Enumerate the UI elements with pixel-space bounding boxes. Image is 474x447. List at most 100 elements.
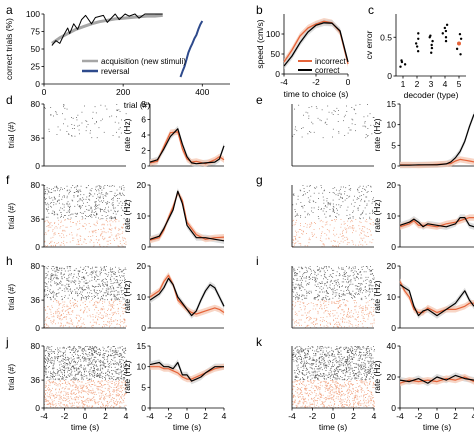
panel-k-spike <box>368 395 370 397</box>
panel-d-spike <box>48 128 50 130</box>
panel-j-spike <box>107 401 108 402</box>
panel-f-spike <box>115 234 117 236</box>
panel-j-spike <box>45 370 47 372</box>
panel-j-spike <box>97 368 99 370</box>
panel-i-spike <box>342 319 343 321</box>
panel-f-spike <box>70 221 71 223</box>
panel-k-spike <box>320 397 321 398</box>
panel-i-spike <box>302 294 304 296</box>
panel-i-spike <box>370 307 372 308</box>
panel-j-spike <box>115 390 117 391</box>
panel-h-spike <box>91 271 93 273</box>
panel-h-spike <box>52 275 53 277</box>
panel-d-spike <box>109 116 111 118</box>
panel-h-spike <box>59 325 61 327</box>
panel-h-spike <box>78 320 79 322</box>
panel-f-spike <box>46 219 48 221</box>
panel-h-spike <box>107 321 109 322</box>
panel-j-spike <box>56 369 58 371</box>
panel-j-spike <box>78 395 80 397</box>
panel-j-spike <box>85 399 87 401</box>
panel-i-spike <box>352 325 354 327</box>
panel-h-spike <box>87 285 89 287</box>
panel-f-spike <box>64 215 65 216</box>
panel-k-spike <box>294 399 296 401</box>
panel-i-spike <box>320 324 321 326</box>
panel-g-spike <box>357 209 359 211</box>
panel-i-spike <box>372 269 374 270</box>
panel-h-spike <box>64 316 66 318</box>
panel-f-spike <box>45 198 47 199</box>
panel-j-spike <box>121 359 123 360</box>
panel-h-spike <box>69 267 71 269</box>
panel-j-spike <box>125 393 127 395</box>
panel-g-spike <box>359 217 360 219</box>
panel-h-spike <box>109 314 111 315</box>
panel-h-rate-y-tick-label: 20 <box>137 261 147 271</box>
panel-j-spike <box>97 368 99 370</box>
panel-i-spike <box>363 271 365 273</box>
panel-label-i: i <box>256 254 259 268</box>
panel-i-spike <box>354 302 355 304</box>
panel-g-spike <box>298 229 300 230</box>
panel-h-spike <box>75 283 76 285</box>
panel-h-spike <box>107 291 109 293</box>
panel-g-spike <box>308 190 310 192</box>
panel-j-spike <box>96 374 98 376</box>
panel-f-spike <box>103 224 105 226</box>
panel-i-spike <box>370 266 371 267</box>
panel-g-spike <box>322 243 324 244</box>
panel-g-spike <box>343 235 344 237</box>
panel-h-spike <box>104 269 106 270</box>
panel-g-spike <box>363 231 365 233</box>
panel-j-spike <box>101 361 103 363</box>
panel-h-spike <box>95 300 97 302</box>
panel-i-spike <box>339 306 341 308</box>
panel-h-spike <box>44 296 46 297</box>
panel-g-spike <box>300 202 302 203</box>
panel-g-spike <box>372 224 374 226</box>
panel-j-spike <box>63 346 65 348</box>
panel-j-spike <box>46 358 48 360</box>
panel-h-spike <box>73 325 75 327</box>
panel-j-spike <box>83 353 84 355</box>
panel-g-spike <box>324 224 326 226</box>
panel-k-spike <box>333 404 335 405</box>
panel-f-spike <box>80 208 81 210</box>
panel-j-spike <box>101 364 103 366</box>
panel-j-spike <box>64 372 65 374</box>
panel-f-spike <box>57 189 58 191</box>
panel-h-spike <box>117 298 119 300</box>
panel-h-spike <box>104 325 105 327</box>
panel-g-spike <box>352 212 354 213</box>
panel-f-spike <box>66 190 68 192</box>
panel-h-spike <box>51 316 53 318</box>
panel-k-spike <box>341 404 343 406</box>
panel-j-spike <box>100 367 102 369</box>
panel-f-spike <box>110 217 112 219</box>
panel-h-spike <box>44 307 45 308</box>
panel-j-spike <box>47 346 49 347</box>
panel-i-spike <box>317 304 318 305</box>
panel-j-spike <box>68 357 69 359</box>
panel-j-spike <box>87 397 89 399</box>
panel-i-spike <box>354 300 356 301</box>
panel-g-spike <box>373 212 375 213</box>
panel-h-spike <box>83 281 85 283</box>
panel-j-spike <box>78 391 80 393</box>
panel-i-spike <box>366 290 367 291</box>
panel-k-spike <box>344 404 346 405</box>
panel-f-spike <box>76 243 78 245</box>
panel-d-spike <box>96 121 97 123</box>
panel-j-spike <box>103 353 105 354</box>
panel-g-spike <box>349 227 351 229</box>
panel-j-spike <box>70 391 72 393</box>
panel-j-spike <box>76 373 78 375</box>
panel-h-spike <box>83 290 85 291</box>
panel-f-spike <box>112 205 114 206</box>
panel-d-spike <box>62 113 63 115</box>
panel-g-spike <box>342 231 343 233</box>
panel-g-spike <box>297 240 299 242</box>
panel-j-spike <box>110 401 112 402</box>
panel-f-spike <box>93 230 94 232</box>
